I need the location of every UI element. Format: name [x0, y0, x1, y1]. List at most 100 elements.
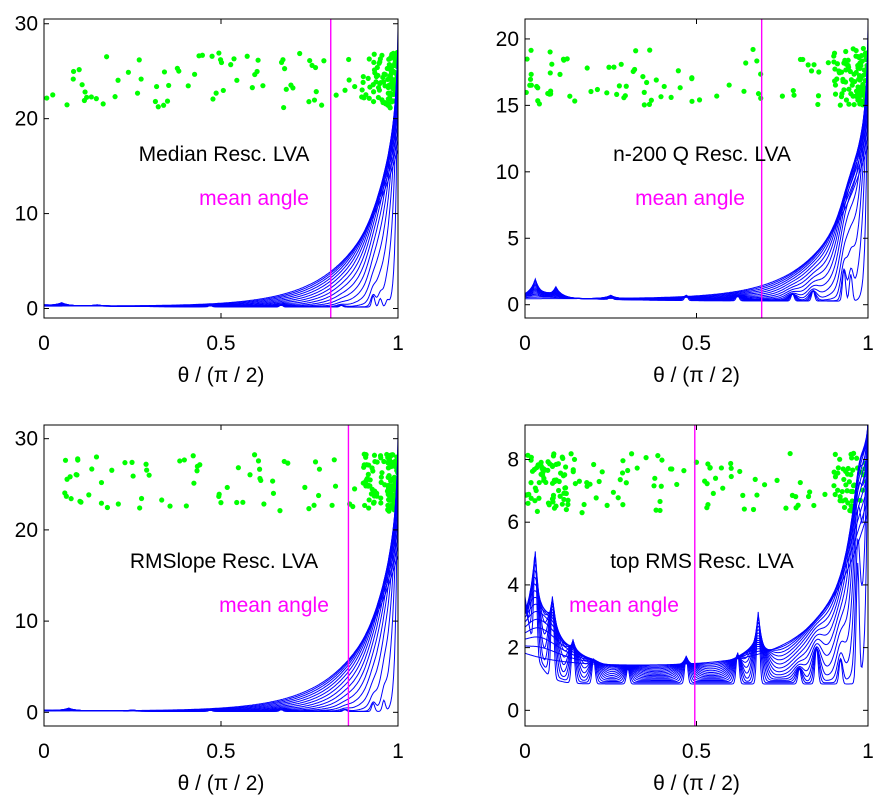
scatter-point — [594, 86, 601, 93]
scatter-point — [564, 56, 570, 62]
scatter-point — [164, 98, 171, 104]
scatter-point — [584, 65, 590, 71]
mean-angle-label: mean angle — [199, 187, 309, 210]
scatter-point — [658, 483, 664, 489]
x-tick-label: 0 — [519, 740, 531, 763]
scatter-point — [565, 497, 571, 503]
scatter-point — [93, 96, 99, 102]
scatter-point — [758, 71, 764, 77]
scatter-point — [70, 68, 77, 75]
scatter-point — [384, 101, 391, 107]
scatter-point — [367, 84, 373, 90]
x-axis-label: θ / (π / 2) — [653, 364, 740, 387]
scatter-point — [385, 65, 391, 71]
scatter-point — [375, 94, 381, 101]
scatter-point — [528, 47, 534, 53]
series-group — [44, 22, 398, 308]
scatter-point — [362, 502, 368, 509]
y-tick-label: 6 — [507, 511, 519, 534]
x-tick-label: 1 — [392, 740, 404, 763]
scatter-point — [109, 467, 115, 473]
scatter-point — [100, 101, 106, 107]
scatter-point — [761, 482, 768, 488]
scatter-point — [378, 80, 384, 86]
scatter-point — [797, 479, 803, 486]
scatter-point — [657, 498, 663, 505]
scatter-point — [386, 473, 392, 479]
scatter-point — [560, 56, 567, 62]
scatter-point — [832, 66, 838, 72]
plot-area — [44, 22, 398, 308]
scatter-point — [387, 74, 393, 80]
scatter-point — [859, 99, 865, 105]
x-axis-label: θ / (π / 2) — [178, 364, 265, 387]
scatter-point — [811, 62, 817, 68]
scatter-point — [846, 479, 852, 485]
scatter-point — [377, 59, 383, 65]
scatter-point — [755, 91, 762, 97]
scatter-point — [277, 508, 283, 514]
series-line — [525, 54, 868, 301]
scatter-point — [315, 492, 322, 499]
scatter-point — [604, 90, 610, 96]
scatter-point — [606, 64, 612, 70]
x-axis-label: θ / (π / 2) — [653, 772, 740, 795]
scatter-point — [835, 465, 841, 471]
scatter-point — [371, 493, 377, 499]
scatter-point — [659, 457, 665, 463]
scatter-point — [525, 89, 529, 96]
x-tick-label: 1 — [392, 332, 404, 355]
scatter-point — [547, 70, 553, 76]
scatter-point — [146, 472, 152, 478]
scatter-point — [387, 464, 393, 470]
scatter-point — [620, 502, 626, 508]
scatter-point — [74, 472, 80, 478]
y-tick-label: 0 — [26, 298, 38, 321]
scatter-point — [386, 84, 392, 90]
series-line — [525, 497, 868, 667]
series-line — [525, 425, 868, 683]
scatter-point — [831, 53, 837, 59]
scatter-point — [365, 75, 371, 81]
scatter-point — [283, 86, 289, 92]
scatter-point — [177, 458, 183, 464]
scatter-point — [82, 89, 88, 95]
scatter-point — [851, 71, 857, 77]
scatter-point — [270, 478, 276, 484]
scatter-point — [261, 501, 267, 507]
scatter-point — [737, 468, 743, 475]
scatter-point — [196, 53, 202, 59]
series-line — [44, 437, 398, 712]
scatter-point — [657, 507, 663, 514]
y-tick-label: 0 — [507, 699, 519, 722]
scatter-point — [545, 459, 551, 465]
scatter-point — [360, 73, 366, 80]
scatter-point — [669, 466, 675, 472]
scatter-point — [560, 455, 566, 461]
scatter-point — [531, 466, 537, 473]
scatter-point — [846, 86, 852, 92]
scatter-point — [122, 460, 128, 466]
scatter-point — [373, 79, 379, 85]
scatter-point — [750, 506, 757, 513]
scatter-point — [213, 90, 219, 96]
scatter-point — [527, 82, 533, 88]
scatter-point — [79, 82, 85, 88]
scatter-point — [643, 455, 649, 461]
scatter-point — [532, 485, 538, 491]
scatter-point — [568, 451, 574, 457]
scatter-point — [388, 54, 394, 60]
scatter-point — [115, 501, 121, 507]
scatter-point — [616, 83, 622, 89]
scatter-point — [832, 491, 838, 498]
scatter-point — [674, 481, 680, 488]
scatter-point — [536, 101, 542, 107]
scatter-point — [153, 83, 160, 90]
scatter-point — [661, 83, 667, 90]
scatter-point — [728, 465, 734, 471]
scatter-point — [216, 493, 222, 499]
scatter-point — [588, 88, 594, 95]
scatter-point — [161, 69, 168, 75]
series-line — [525, 511, 868, 666]
series-line — [525, 473, 868, 670]
